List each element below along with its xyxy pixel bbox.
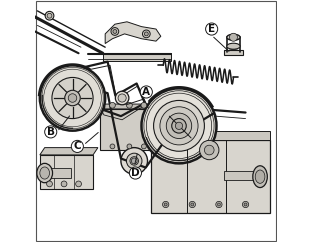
Polygon shape bbox=[100, 104, 161, 109]
Polygon shape bbox=[40, 155, 93, 189]
Circle shape bbox=[204, 145, 214, 155]
FancyBboxPatch shape bbox=[36, 1, 276, 241]
Circle shape bbox=[40, 65, 105, 131]
Text: B: B bbox=[47, 127, 55, 137]
Circle shape bbox=[141, 102, 147, 108]
Circle shape bbox=[65, 90, 80, 106]
Circle shape bbox=[160, 107, 198, 145]
Circle shape bbox=[61, 181, 67, 187]
Circle shape bbox=[154, 100, 204, 151]
Circle shape bbox=[229, 33, 237, 41]
Ellipse shape bbox=[40, 167, 50, 179]
Text: D: D bbox=[131, 168, 140, 178]
Circle shape bbox=[143, 30, 150, 38]
Text: A: A bbox=[142, 87, 150, 97]
Circle shape bbox=[206, 23, 218, 35]
Polygon shape bbox=[100, 109, 156, 150]
Circle shape bbox=[115, 91, 129, 105]
Polygon shape bbox=[103, 53, 171, 60]
Circle shape bbox=[163, 201, 169, 208]
Polygon shape bbox=[105, 22, 161, 44]
Polygon shape bbox=[151, 131, 270, 140]
Ellipse shape bbox=[227, 50, 240, 55]
Circle shape bbox=[216, 201, 222, 208]
Ellipse shape bbox=[37, 163, 52, 183]
Polygon shape bbox=[224, 171, 260, 180]
Circle shape bbox=[47, 13, 52, 18]
Circle shape bbox=[111, 28, 119, 35]
Ellipse shape bbox=[227, 34, 240, 40]
Circle shape bbox=[172, 119, 186, 133]
Ellipse shape bbox=[253, 166, 267, 188]
Circle shape bbox=[144, 32, 148, 36]
Circle shape bbox=[141, 88, 217, 163]
Circle shape bbox=[68, 94, 77, 102]
Circle shape bbox=[45, 11, 54, 20]
Ellipse shape bbox=[227, 43, 240, 49]
Text: E: E bbox=[208, 24, 215, 34]
Circle shape bbox=[45, 126, 57, 138]
Circle shape bbox=[126, 102, 132, 108]
Circle shape bbox=[164, 203, 167, 206]
Circle shape bbox=[217, 203, 220, 206]
Circle shape bbox=[129, 167, 141, 179]
Polygon shape bbox=[224, 50, 242, 55]
Circle shape bbox=[113, 30, 117, 33]
Circle shape bbox=[140, 86, 152, 98]
Polygon shape bbox=[151, 140, 270, 213]
Circle shape bbox=[242, 201, 249, 208]
Circle shape bbox=[126, 153, 142, 169]
Polygon shape bbox=[45, 168, 71, 178]
Circle shape bbox=[131, 158, 137, 164]
Circle shape bbox=[200, 140, 219, 160]
Circle shape bbox=[110, 144, 115, 149]
Text: C: C bbox=[74, 141, 81, 151]
Circle shape bbox=[166, 113, 192, 138]
Circle shape bbox=[244, 203, 247, 206]
Circle shape bbox=[191, 203, 194, 206]
Circle shape bbox=[175, 122, 183, 129]
Circle shape bbox=[121, 148, 148, 174]
Polygon shape bbox=[40, 148, 98, 155]
Ellipse shape bbox=[255, 170, 265, 183]
Circle shape bbox=[127, 144, 132, 149]
Circle shape bbox=[76, 181, 81, 187]
Circle shape bbox=[189, 201, 195, 208]
Circle shape bbox=[130, 157, 139, 165]
Circle shape bbox=[141, 144, 146, 149]
Circle shape bbox=[110, 102, 115, 108]
Circle shape bbox=[71, 140, 83, 152]
Circle shape bbox=[46, 181, 52, 187]
Circle shape bbox=[52, 77, 93, 119]
Circle shape bbox=[118, 94, 126, 102]
